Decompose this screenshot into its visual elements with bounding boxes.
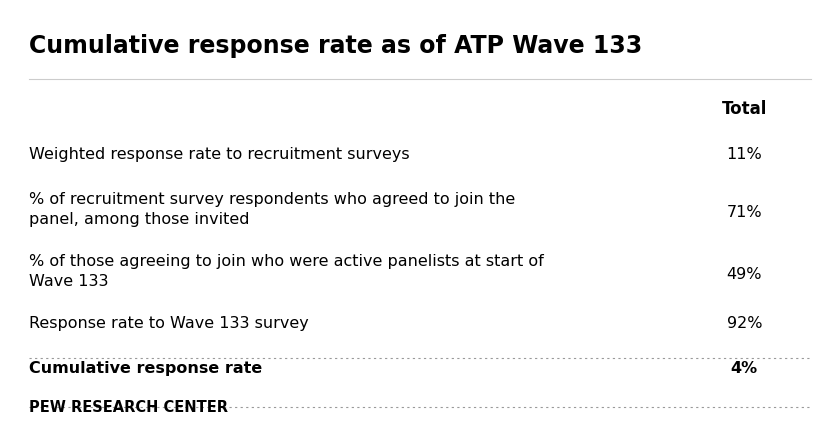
Text: Cumulative response rate as of ATP Wave 133: Cumulative response rate as of ATP Wave …: [29, 34, 643, 58]
Text: Response rate to Wave 133 survey: Response rate to Wave 133 survey: [29, 317, 309, 331]
Text: Weighted response rate to recruitment surveys: Weighted response rate to recruitment su…: [29, 147, 410, 163]
Text: % of those agreeing to join who were active panelists at start of
Wave 133: % of those agreeing to join who were act…: [29, 254, 543, 289]
Text: PEW RESEARCH CENTER: PEW RESEARCH CENTER: [29, 400, 228, 415]
Text: Cumulative response rate: Cumulative response rate: [29, 361, 262, 376]
Text: 49%: 49%: [727, 267, 762, 282]
Text: 92%: 92%: [727, 317, 762, 331]
Text: 4%: 4%: [731, 361, 758, 376]
Text: 11%: 11%: [727, 147, 762, 163]
Text: Total: Total: [722, 100, 767, 119]
Text: 71%: 71%: [727, 205, 762, 220]
Text: % of recruitment survey respondents who agreed to join the
panel, among those in: % of recruitment survey respondents who …: [29, 192, 516, 227]
